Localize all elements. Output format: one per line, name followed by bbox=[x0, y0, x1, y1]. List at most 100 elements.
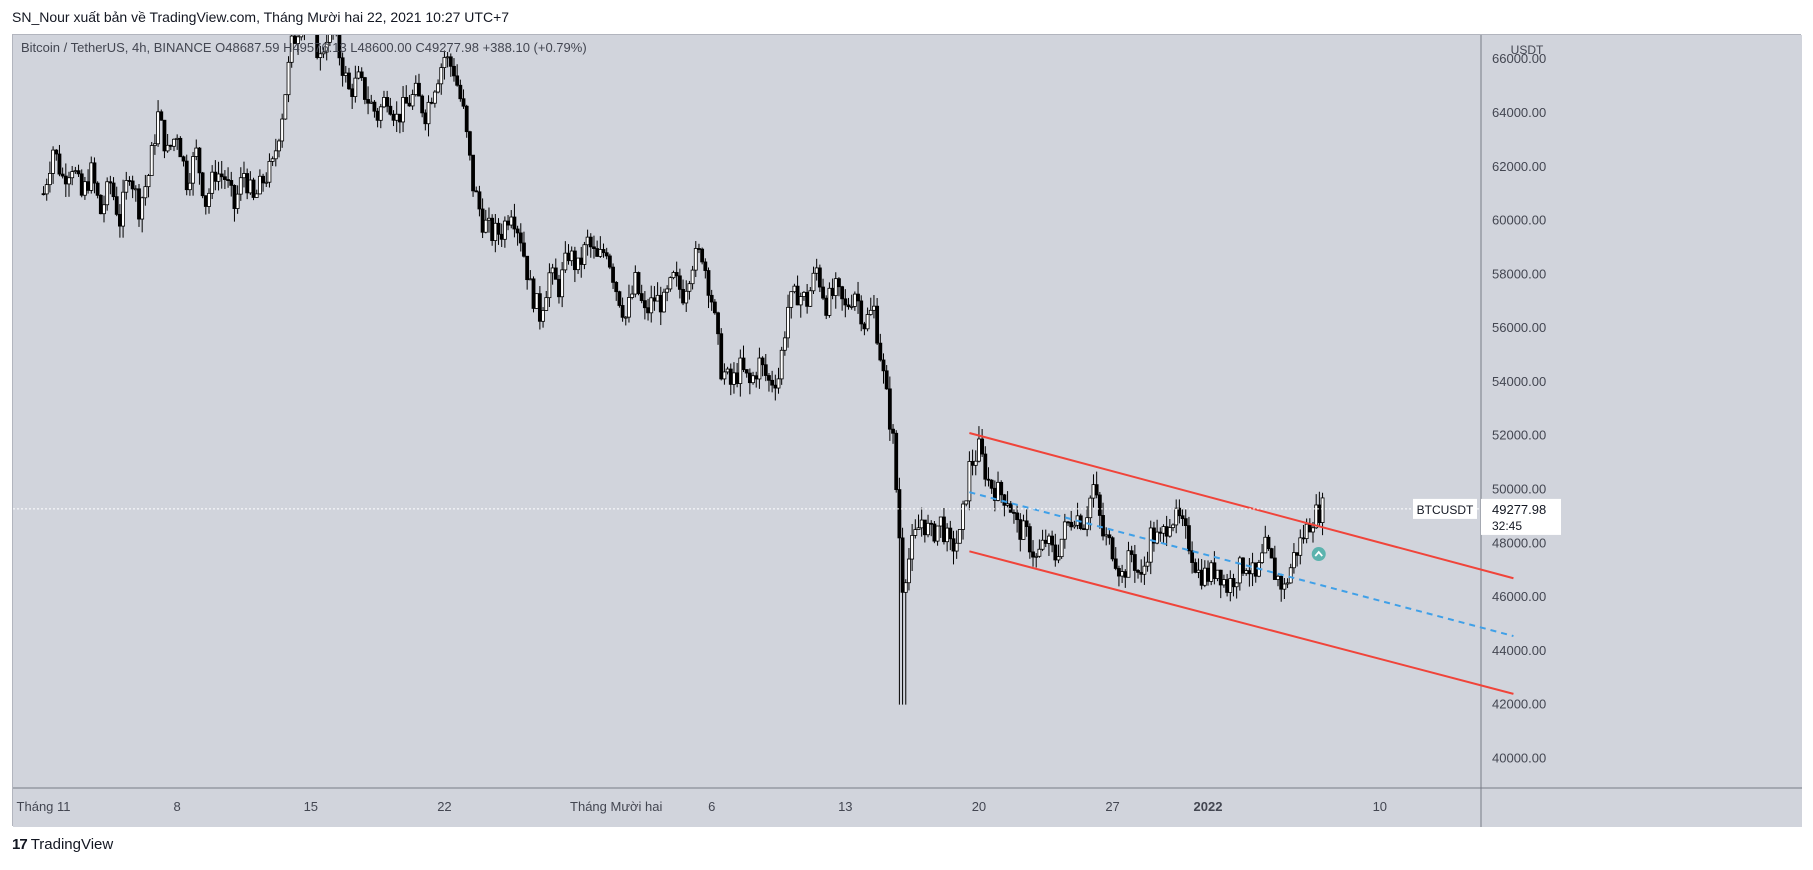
candle-body bbox=[665, 288, 670, 293]
candle-body bbox=[324, 41, 329, 53]
candle-body bbox=[1202, 567, 1207, 586]
candle-body bbox=[445, 56, 450, 59]
candle-body bbox=[133, 188, 138, 191]
candle-body bbox=[662, 291, 666, 313]
candle-body bbox=[197, 147, 202, 174]
candle-body bbox=[642, 300, 647, 309]
candle-body bbox=[811, 272, 816, 292]
candle-body bbox=[216, 173, 221, 182]
candle-body bbox=[98, 194, 103, 215]
candle-body bbox=[1002, 494, 1007, 506]
candle-body bbox=[277, 140, 281, 152]
candle-body bbox=[1053, 544, 1058, 561]
price-tick-label: 54000.00 bbox=[1492, 374, 1546, 389]
candle-body bbox=[674, 272, 679, 277]
candle-body bbox=[700, 248, 705, 263]
candle-body bbox=[493, 222, 498, 241]
candle-body bbox=[382, 97, 386, 108]
candle-body bbox=[417, 82, 421, 97]
candle-body bbox=[859, 300, 864, 325]
candle-body bbox=[429, 101, 434, 104]
candle-body bbox=[996, 481, 1000, 501]
candle-body bbox=[541, 310, 545, 322]
price-tick-label: 40000.00 bbox=[1492, 750, 1546, 765]
tradingview-footer[interactable]: 17 TradingView bbox=[12, 836, 113, 853]
candle-body bbox=[525, 255, 530, 281]
candle-body bbox=[938, 516, 943, 527]
candle-body bbox=[926, 522, 930, 536]
candle-body bbox=[426, 101, 431, 125]
chart-background bbox=[13, 35, 1802, 827]
price-tick-label: 66000.00 bbox=[1492, 51, 1546, 66]
candle-body bbox=[57, 153, 62, 175]
price-tick-label: 56000.00 bbox=[1492, 320, 1546, 335]
candle-body bbox=[1174, 507, 1179, 526]
candle-body bbox=[283, 94, 288, 120]
candle-body bbox=[1047, 535, 1051, 544]
candle-body bbox=[1304, 523, 1309, 540]
time-tick-label: 27 bbox=[1105, 799, 1119, 814]
candle-body bbox=[1107, 534, 1112, 539]
candle-body bbox=[1021, 520, 1026, 540]
time-tick-label: 15 bbox=[304, 799, 318, 814]
candle-body bbox=[1050, 535, 1055, 546]
candle-body bbox=[846, 304, 851, 308]
candle-body bbox=[751, 375, 755, 384]
candle-body bbox=[1040, 539, 1045, 550]
candle-body bbox=[499, 233, 504, 240]
candle-body bbox=[534, 293, 539, 309]
candle-body bbox=[207, 192, 211, 207]
candle-body bbox=[175, 137, 180, 140]
candle-body bbox=[1266, 536, 1271, 550]
candle-body bbox=[102, 204, 106, 215]
candle-body bbox=[191, 156, 195, 184]
candle-body bbox=[671, 272, 676, 279]
candle-body bbox=[111, 182, 116, 198]
candle-body bbox=[502, 220, 507, 240]
candle-body bbox=[375, 110, 380, 121]
candle-body bbox=[439, 67, 444, 85]
candle-body bbox=[490, 217, 495, 241]
candle-body bbox=[932, 523, 937, 542]
candle-body bbox=[948, 527, 953, 540]
candle-body bbox=[537, 293, 542, 322]
candle-body bbox=[623, 316, 628, 319]
candle-body bbox=[1062, 521, 1067, 540]
time-tick-label: 20 bbox=[972, 799, 986, 814]
candle-body bbox=[512, 216, 517, 230]
candle-body bbox=[887, 388, 892, 430]
candle-body bbox=[728, 368, 733, 385]
candle-body bbox=[299, 35, 304, 38]
candle-body bbox=[824, 297, 829, 316]
candle-body bbox=[153, 143, 157, 146]
candle-body bbox=[1167, 527, 1172, 537]
candle-body bbox=[1104, 534, 1109, 537]
candle-body bbox=[1241, 557, 1245, 574]
candle-body bbox=[1234, 582, 1239, 588]
candle-body bbox=[1110, 537, 1115, 560]
candle-body bbox=[337, 35, 342, 59]
candle-body bbox=[884, 370, 889, 390]
candle-body bbox=[779, 349, 784, 380]
chart-frame[interactable]: BTCUSDT 49277.98 32:45 USDT 66000.00 64000.0… bbox=[12, 34, 1802, 827]
candle-body bbox=[821, 286, 825, 299]
candle-body bbox=[1272, 557, 1277, 580]
candle-body bbox=[1059, 538, 1064, 558]
candle-body bbox=[560, 269, 565, 298]
candle-body bbox=[547, 272, 552, 299]
candle-body bbox=[467, 131, 472, 156]
candle-body bbox=[1237, 557, 1242, 584]
candle-body bbox=[875, 305, 880, 344]
candle-body bbox=[73, 170, 78, 173]
candle-body bbox=[712, 301, 717, 314]
candle-body bbox=[973, 460, 978, 466]
candle-body bbox=[588, 236, 593, 248]
candle-body bbox=[1187, 525, 1191, 552]
candle-body bbox=[1129, 550, 1134, 555]
candle-body bbox=[1005, 503, 1010, 506]
candle-body bbox=[881, 359, 886, 372]
candle-body bbox=[1069, 521, 1074, 528]
candle-body bbox=[1247, 570, 1252, 575]
candle-body bbox=[242, 173, 246, 179]
